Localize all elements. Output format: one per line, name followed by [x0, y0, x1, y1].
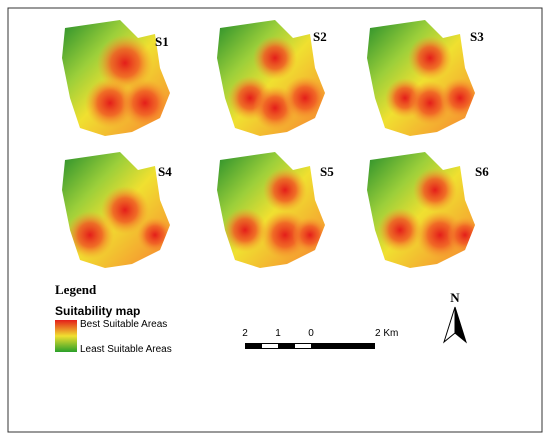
panel-label: S2 — [313, 29, 327, 44]
panel-label: S5 — [320, 164, 334, 179]
legend-title: Legend — [55, 282, 97, 297]
map-s4 — [62, 152, 170, 268]
panel-label: S4 — [158, 164, 172, 179]
north-arrow — [454, 306, 467, 344]
legend-label: Least Suitable Areas — [80, 344, 172, 355]
panel-label: S3 — [470, 29, 484, 44]
map-s6 — [367, 152, 475, 268]
frame — [7, 7, 543, 433]
legend-subtitle: Suitability map — [55, 304, 140, 318]
legend-label: Best Suitable Areas — [80, 319, 167, 330]
scale-label: 0 — [308, 328, 314, 339]
legend-ramp — [55, 320, 77, 352]
north-arrow — [443, 306, 456, 344]
scale-label: 2 — [242, 328, 248, 339]
map-s5 — [217, 152, 325, 268]
scale-label: 2 Km — [375, 328, 398, 339]
panel-label: S1 — [155, 34, 169, 49]
map-s1 — [62, 20, 170, 136]
map-s2 — [217, 20, 325, 136]
north-label: N — [450, 290, 460, 305]
scale-bar — [245, 343, 375, 349]
scale-label: 1 — [275, 328, 281, 339]
panel-label: S6 — [475, 164, 489, 179]
map-s3 — [367, 20, 475, 136]
